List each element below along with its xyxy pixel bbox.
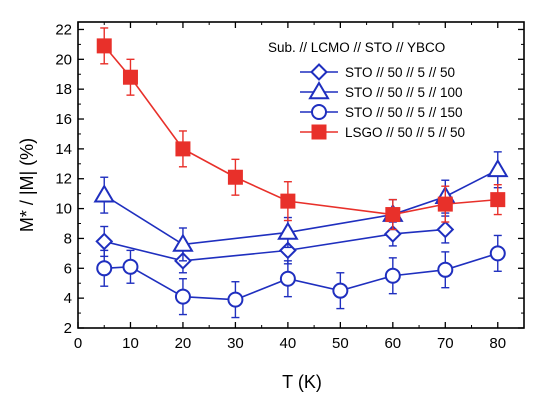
x-tick-label: 40 xyxy=(280,335,297,352)
legend-label: STO // 50 // 5 // 150 xyxy=(345,105,463,120)
plot-border xyxy=(77,21,525,329)
legend-label: STO // 50 // 5 // 100 xyxy=(345,85,463,100)
data-point xyxy=(385,207,401,223)
legend-marker xyxy=(311,124,327,140)
data-point xyxy=(279,270,296,287)
x-tick-label: 30 xyxy=(227,335,244,352)
data-point xyxy=(172,233,194,252)
data-point xyxy=(278,241,297,260)
y-tick-label: 10 xyxy=(55,201,72,218)
data-point xyxy=(277,221,299,240)
data-point xyxy=(122,69,138,85)
data-point xyxy=(122,258,139,275)
y-tick-label: 20 xyxy=(55,51,72,68)
y-tick-label: 8 xyxy=(64,230,72,247)
data-point xyxy=(174,288,191,305)
legend-label: LSGO // 50 // 5 // 50 xyxy=(345,125,465,140)
x-tick-label: 0 xyxy=(74,335,82,352)
data-point xyxy=(437,261,454,278)
data-point xyxy=(175,141,191,157)
data-point xyxy=(280,193,296,209)
x-axis-label: T (K) xyxy=(282,372,322,392)
data-point xyxy=(436,220,455,239)
y-tick-label: 2 xyxy=(64,320,72,337)
legend-marker xyxy=(311,104,327,120)
data-point xyxy=(96,38,112,54)
y-tick-label: 16 xyxy=(55,111,72,128)
x-tick-label: 20 xyxy=(175,335,192,352)
data-point xyxy=(490,192,506,208)
series-line xyxy=(104,252,499,301)
data-point xyxy=(332,282,349,299)
data-point xyxy=(489,245,506,262)
legend: Sub. // LCMO // STO // YBCO STO // 50 //… xyxy=(268,40,465,140)
data-point xyxy=(227,169,243,185)
x-tick-label: 80 xyxy=(489,335,506,352)
data-point xyxy=(96,260,113,277)
data-point xyxy=(227,291,244,308)
x-tick-label: 50 xyxy=(332,335,349,352)
legend-marker xyxy=(310,63,328,81)
data-point xyxy=(95,232,114,251)
legend-label: STO // 50 // 5 // 50 xyxy=(345,65,455,80)
y-tick-label: 12 xyxy=(55,171,72,188)
x-tick-label: 10 xyxy=(122,335,139,352)
x-tick-label: 70 xyxy=(437,335,454,352)
y-tick-label: 14 xyxy=(55,141,72,158)
series-square xyxy=(96,27,506,231)
x-tick-label: 60 xyxy=(384,335,401,352)
series-layer xyxy=(93,27,509,319)
legend-title: Sub. // LCMO // STO // YBCO xyxy=(268,40,445,55)
y-tick-label: 18 xyxy=(55,81,72,98)
data-point xyxy=(487,158,509,178)
plot-area xyxy=(77,21,525,329)
y-tick-label: 22 xyxy=(55,21,72,38)
data-point xyxy=(437,196,453,212)
data-point xyxy=(384,267,401,284)
y-tick-label: 6 xyxy=(64,260,72,277)
series-circle xyxy=(96,234,506,319)
y-tick-label: 4 xyxy=(64,290,72,307)
data-point xyxy=(93,184,115,203)
series-line xyxy=(103,169,499,246)
axis-ticks: 0 10 20 30 40 50 60 70 80 2 4 6 8 10 12 14 16 18 20 22 xyxy=(55,21,524,352)
y-axis-label: M* / |M| (%) xyxy=(17,138,37,232)
data-point xyxy=(383,225,402,243)
legend-marker xyxy=(308,81,330,100)
series-line xyxy=(103,45,498,216)
